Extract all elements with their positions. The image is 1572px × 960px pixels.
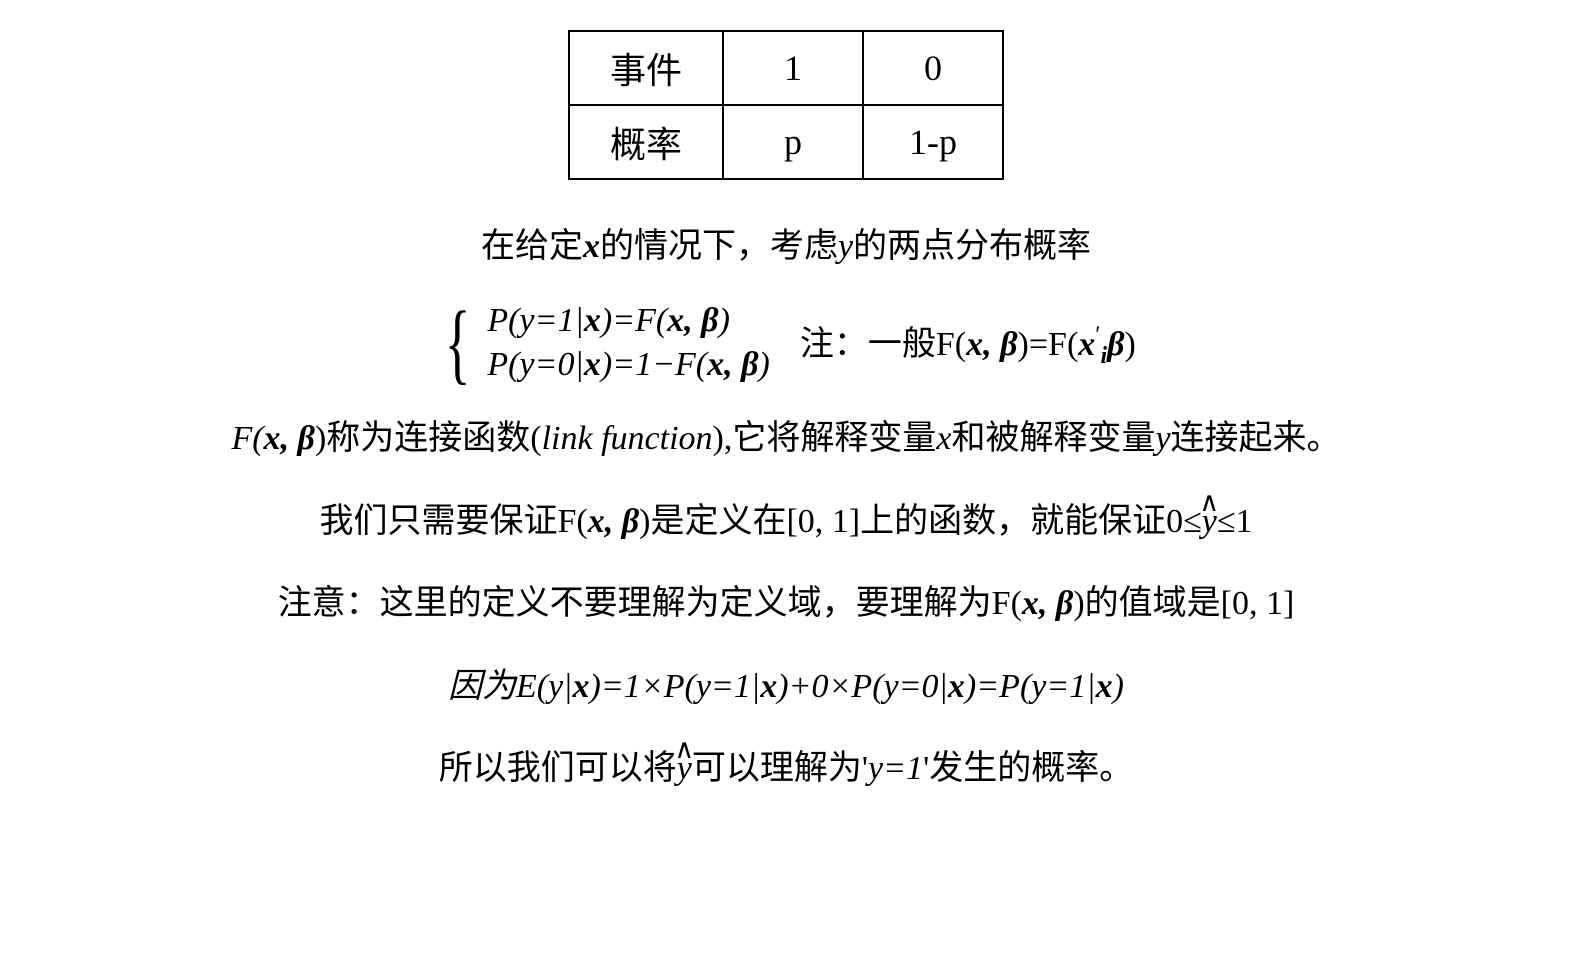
cell-event-1: 1 (723, 31, 863, 105)
x-symbol: x (584, 302, 601, 339)
x-symbol: x (1096, 668, 1113, 705)
brace-icon: { (445, 303, 471, 384)
cell-event-0: 0 (863, 31, 1003, 105)
formula-block: { P(y=1|x)=F(x, β) P(y=0|x)=1−F(x, β) 注：… (436, 302, 1136, 384)
text: 我们只需要保证F( (319, 503, 587, 540)
y-symbol: y (838, 228, 853, 265)
y-symbol: y (1155, 420, 1170, 457)
text: 注：一般F( (800, 326, 966, 363)
eq-text: y=1 (868, 750, 923, 787)
text: ≤1 (1217, 503, 1253, 540)
text: 的情况下，考虑 (600, 228, 838, 265)
text: 注意：这里的定义不要理解为定义域，要理解为F( (278, 585, 1022, 622)
text: )=P(y=1| (965, 668, 1096, 705)
text: )=1×P(y=1| (590, 668, 761, 705)
text: )的值域是[0, 1] (1073, 585, 1294, 622)
xb-symbol: x, β (588, 503, 639, 540)
text: ),它将解释变量 (713, 420, 937, 457)
xb-symbol: x, β (966, 326, 1017, 363)
text: ) (1125, 326, 1136, 363)
x-symbol: x (573, 668, 590, 705)
table-row: 事件 1 0 (569, 31, 1003, 105)
text: )称为连接函数( (315, 420, 542, 457)
x-symbol: x (584, 346, 601, 383)
equation-2: P(y=0|x)=1−F(x, β) (487, 346, 770, 384)
text: 因为E(y| (448, 668, 573, 705)
xi-symbol: x (1078, 326, 1095, 363)
beta-symbol: β (1107, 326, 1124, 363)
table-row: 概率 p 1-p (569, 105, 1003, 179)
text: F( (231, 420, 263, 457)
link-function-text: link function (542, 420, 713, 457)
x-symbol: x (948, 668, 965, 705)
xb-symbol: x, β (707, 346, 758, 383)
note-domain-line: 注意：这里的定义不要理解为定义域，要理解为F(x, β)的值域是[0, 1] (278, 577, 1295, 631)
text: 的两点分布概率 (853, 228, 1091, 265)
text: )=F( (1018, 326, 1079, 363)
cell-event-label: 事件 (569, 31, 723, 105)
text: 所以我们可以将 (439, 750, 677, 787)
guarantee-line: 我们只需要保证F(x, β)是定义在[0, 1]上的函数，就能保证0≤∧y≤1 (319, 495, 1252, 549)
cell-prob-label: 概率 (569, 105, 723, 179)
text: 可以理解为' (692, 750, 868, 787)
link-function-line: F(x, β)称为连接函数(link function),它将解释变量x和被解释… (231, 412, 1340, 466)
text: P(y=1| (487, 302, 583, 339)
text: )=1−F( (601, 346, 707, 383)
brace-group: { P(y=1|x)=F(x, β) P(y=0|x)=1−F(x, β) (436, 302, 770, 384)
probability-table: 事件 1 0 概率 p 1-p (568, 30, 1004, 180)
conclusion-line: 所以我们可以将∧y可以理解为'y=1'发生的概率。 (439, 742, 1133, 796)
text: P(y=0| (487, 346, 583, 383)
brace-content: P(y=1|x)=F(x, β) P(y=0|x)=1−F(x, β) (487, 302, 770, 384)
hat-icon: ∧ (674, 728, 694, 772)
xb-symbol: x, β (264, 420, 315, 457)
y-hat: ∧y (1202, 495, 1217, 549)
x-symbol: x (760, 668, 777, 705)
x-symbol: x (583, 228, 600, 265)
text: 在给定 (481, 228, 583, 265)
text: '发生的概率。 (923, 750, 1133, 787)
text: )+0×P(y=0| (777, 668, 948, 705)
xb-symbol: x, β (1022, 585, 1073, 622)
text: )=F( (601, 302, 667, 339)
hat-icon: ∧ (1199, 481, 1219, 525)
text: 连接起来。 (1171, 420, 1341, 457)
text: ) (719, 302, 730, 339)
cell-prob-p: p (723, 105, 863, 179)
note-text: 注：一般F(x, β)=F(x′iβ) (800, 316, 1136, 370)
y-hat: ∧y (677, 742, 692, 796)
text: )是定义在[0, 1]上的函数，就能保证0≤ (639, 503, 1202, 540)
text: ) (1113, 668, 1124, 705)
text: 和被解释变量 (951, 420, 1155, 457)
cell-prob-1mp: 1-p (863, 105, 1003, 179)
document-content: 事件 1 0 概率 p 1-p 在给定x的情况下，考虑y的两点分布概率 { P(… (50, 20, 1522, 824)
xb-symbol: x, β (667, 302, 718, 339)
equation-1: P(y=1|x)=F(x, β) (487, 302, 770, 340)
intro-line: 在给定x的情况下，考虑y的两点分布概率 (481, 220, 1091, 274)
x-symbol: x (936, 420, 951, 457)
expectation-line: 因为E(y|x)=1×P(y=1|x)+0×P(y=0|x)=P(y=1|x) (448, 660, 1124, 714)
text: ) (759, 346, 770, 383)
